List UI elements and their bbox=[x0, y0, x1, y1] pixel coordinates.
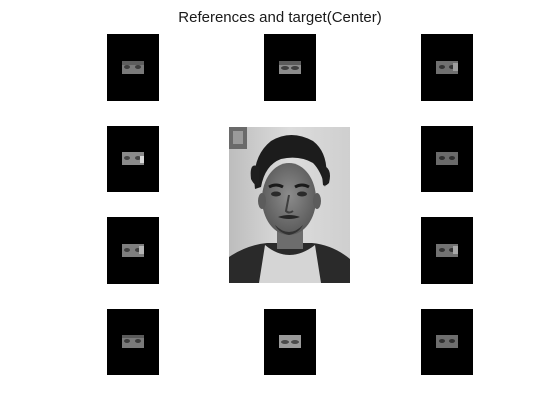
reference-image bbox=[421, 309, 473, 375]
reference-image bbox=[107, 126, 159, 192]
reference-image bbox=[421, 34, 473, 101]
reference-image bbox=[264, 34, 316, 101]
figure-title: References and target(Center) bbox=[178, 9, 382, 26]
reference-image bbox=[107, 34, 159, 101]
reference-image bbox=[107, 309, 159, 375]
reference-image bbox=[421, 126, 473, 192]
reference-image bbox=[264, 309, 316, 375]
target-portrait-image bbox=[229, 127, 350, 283]
reference-image bbox=[421, 217, 473, 284]
reference-image bbox=[107, 217, 159, 284]
